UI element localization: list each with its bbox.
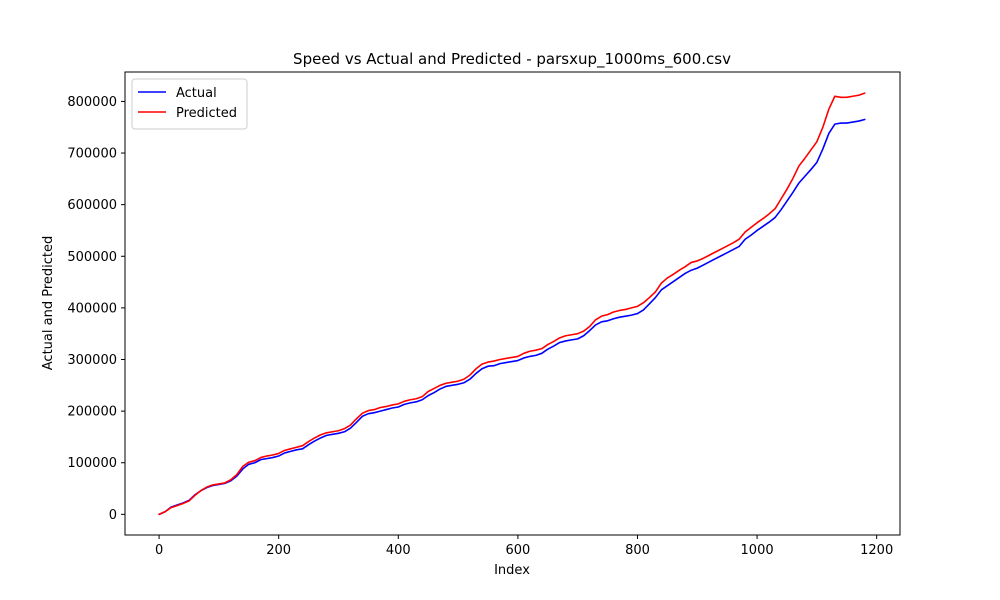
y-axis: 0 100000 200000 300000 400000 500000 600000 700… — [67, 95, 125, 523]
series-line-actual — [158, 118, 866, 516]
x-tick-label: 600 — [505, 543, 530, 558]
chart-title: Speed vs Actual and Predicted - parsxup_… — [293, 50, 731, 69]
x-tick-label: 1000 — [741, 543, 774, 558]
y-tick-label: 200000 — [67, 405, 117, 420]
y-tick-label: 800000 — [67, 95, 117, 110]
legend-label-predicted: Predicted — [176, 106, 237, 121]
y-tick-label: 300000 — [67, 353, 117, 368]
x-tick-label: 200 — [266, 543, 291, 558]
plot-frame — [124, 71, 901, 536]
y-tick-label: 400000 — [67, 301, 117, 316]
x-tick-label: 400 — [386, 543, 411, 558]
x-tick-label: 1200 — [860, 543, 893, 558]
y-tick-label: 0 — [109, 508, 117, 523]
series-line-predicted — [158, 92, 866, 516]
y-tick-label: 500000 — [67, 250, 117, 265]
y-tick-label: 700000 — [67, 147, 117, 162]
x-axis: 0 200 400 600 800 1000 1200 — [155, 535, 893, 558]
plot-area — [124, 71, 901, 536]
legend: Actual Predicted — [131, 78, 248, 130]
y-tick-label: 100000 — [67, 456, 117, 471]
legend-label-actual: Actual — [176, 86, 217, 101]
y-tick-label: 600000 — [67, 198, 117, 213]
x-axis-label: Index — [494, 563, 530, 578]
x-tick-label: 800 — [625, 543, 650, 558]
x-tick-label: 0 — [155, 543, 163, 558]
y-axis-label: Actual and Predicted — [41, 236, 56, 370]
